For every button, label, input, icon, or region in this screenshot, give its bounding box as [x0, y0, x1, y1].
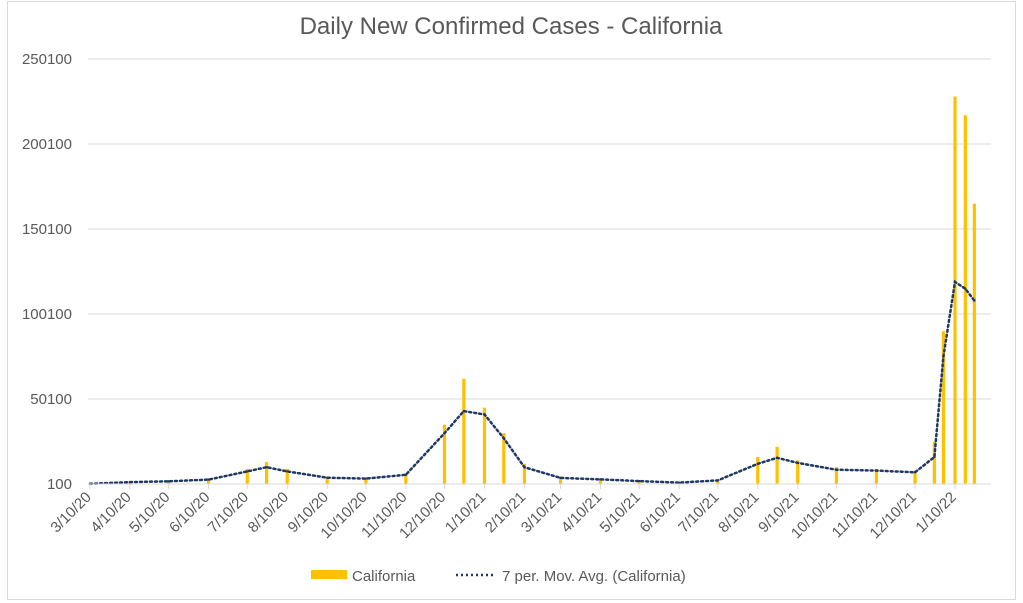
- y-tick-label: 100: [47, 476, 72, 493]
- bar: [364, 478, 368, 484]
- bar: [756, 456, 760, 484]
- moving-average-point: [835, 468, 838, 471]
- moving-average-point: [677, 481, 681, 484]
- y-tick-label: 200100: [22, 136, 72, 153]
- bar: [462, 378, 466, 484]
- bar: [502, 433, 506, 484]
- bar: [963, 115, 967, 485]
- moving-average-point: [246, 470, 249, 473]
- bar: [245, 468, 249, 484]
- moving-average-point: [265, 465, 268, 469]
- bar: [913, 470, 917, 484]
- chart-frame: [7, 1, 1016, 600]
- bar: [637, 480, 641, 484]
- bar: [941, 331, 945, 484]
- bar: [598, 479, 603, 484]
- bar: [953, 96, 957, 484]
- moving-average-point: [559, 476, 562, 480]
- moving-average-point: [933, 455, 936, 459]
- moving-average-point: [796, 461, 799, 465]
- moving-average-point: [167, 480, 170, 483]
- moving-average-point: [523, 465, 526, 469]
- bars-series: [88, 96, 976, 485]
- moving-average-point: [599, 478, 602, 481]
- bar: [404, 473, 408, 484]
- moving-average-point: [942, 355, 945, 358]
- bar: [972, 203, 976, 485]
- chart-title: Daily New Confirmed Cases - California: [300, 13, 723, 40]
- moving-average-point: [637, 479, 641, 483]
- moving-average-point: [207, 478, 210, 481]
- y-axis-ticks: 100 50100 100100 150100 200100 250100: [22, 51, 72, 493]
- y-tick-label: 250100: [22, 51, 72, 68]
- bar: [482, 407, 487, 484]
- bar: [834, 467, 839, 484]
- moving-average-point: [875, 469, 878, 472]
- moving-average-point: [502, 437, 506, 440]
- bar: [932, 441, 936, 484]
- bar: [874, 468, 878, 484]
- bar: [522, 463, 527, 484]
- chart-legend: California 7 per. Mov. Avg. (California): [311, 568, 686, 585]
- y-tick-label: 100100: [22, 306, 72, 323]
- moving-average-point: [775, 456, 779, 460]
- moving-average-point: [443, 431, 446, 435]
- bar: [206, 479, 211, 484]
- moving-average-point: [964, 287, 967, 290]
- bar: [796, 460, 800, 484]
- y-tick-label: 150100: [22, 221, 72, 238]
- bar: [442, 424, 447, 484]
- legend-label-bar: California: [352, 568, 416, 585]
- moving-average-point: [128, 480, 132, 484]
- moving-average-point: [462, 409, 466, 413]
- moving-average-series: [88, 279, 976, 486]
- bar: [285, 468, 289, 484]
- legend-swatch-bar: [311, 570, 347, 579]
- legend-label-line: 7 per. Mov. Avg. (California): [502, 568, 686, 585]
- moving-average-point: [325, 476, 329, 479]
- moving-average-point: [953, 280, 957, 284]
- bar: [558, 477, 563, 484]
- moving-average-point: [913, 471, 917, 474]
- bar: [716, 479, 720, 484]
- bar: [265, 462, 269, 484]
- y-tick-label: 50100: [30, 391, 72, 408]
- moving-average-point: [973, 299, 976, 302]
- moving-average-point: [483, 413, 486, 416]
- moving-average-point: [404, 473, 408, 477]
- bar: [325, 477, 329, 484]
- grid-layer: [88, 58, 991, 400]
- moving-average-point: [286, 470, 289, 473]
- moving-average-point: [756, 462, 759, 465]
- bar: [775, 446, 779, 484]
- moving-average-point: [716, 479, 720, 482]
- moving-average-point: [364, 477, 368, 480]
